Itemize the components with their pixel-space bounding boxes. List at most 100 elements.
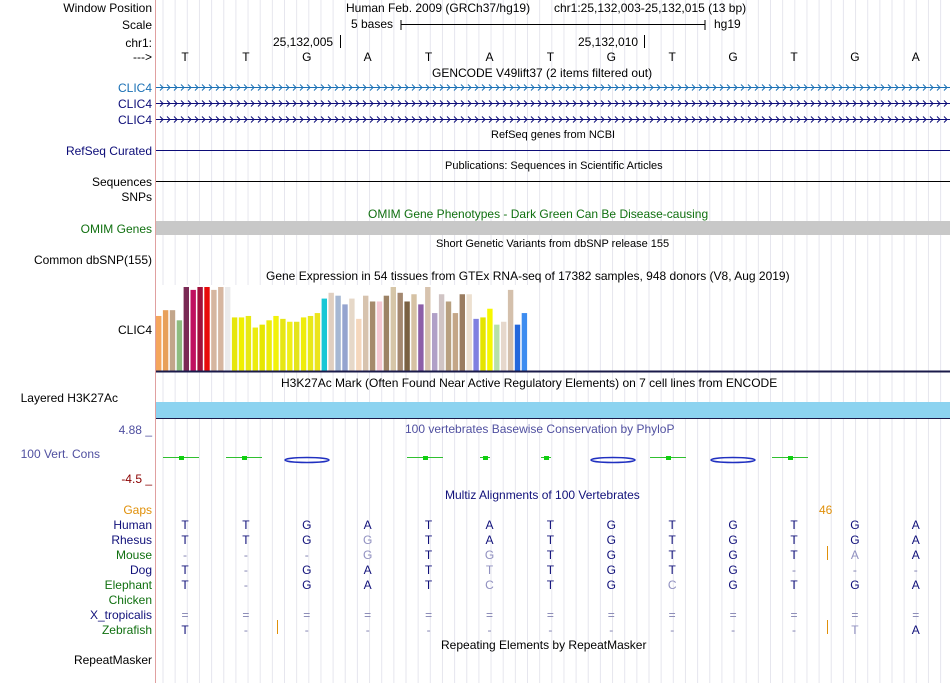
phylop-label[interactable]: 100 Vert. Cons xyxy=(20,447,100,461)
strand-chevron xyxy=(502,116,507,123)
strand-chevron xyxy=(236,116,241,123)
strand-chevron xyxy=(901,116,906,123)
gencode-item-label-2[interactable]: CLIC4 xyxy=(117,97,152,111)
strand-chevron xyxy=(376,100,381,107)
strand-chevron xyxy=(355,100,360,107)
gtex-tissue-bar xyxy=(390,287,396,371)
refseq-track-title[interactable]: RefSeq genes from NCBI xyxy=(491,129,616,141)
dbsnp-track-title[interactable]: Short Genetic Variants from dbSNP releas… xyxy=(436,238,670,250)
alignment-base: - xyxy=(243,623,248,637)
omim-track-title[interactable]: OMIM Gene Phenotypes - Dark Green Can Be… xyxy=(368,207,709,221)
refseq-curated-label[interactable]: RefSeq Curated xyxy=(65,144,152,158)
strand-chevron xyxy=(292,100,297,107)
strand-chevron xyxy=(362,116,367,123)
strand-chevron xyxy=(383,116,388,123)
pubs-sequences-label[interactable]: Sequences xyxy=(91,175,152,189)
gencode-item-label-1[interactable]: CLIC4 xyxy=(117,81,152,95)
strand-chevron xyxy=(187,116,192,123)
strand-chevron xyxy=(880,116,885,123)
gtex-tissue-bar xyxy=(280,318,286,371)
strand-chevron xyxy=(558,116,563,123)
dbsnp-label[interactable]: Common dbSNP(155) xyxy=(33,253,152,267)
strand-chevron xyxy=(537,100,542,107)
reference-base: T xyxy=(424,50,433,64)
strand-chevron xyxy=(299,84,304,91)
strand-chevron xyxy=(362,84,367,91)
strand-chevron xyxy=(649,84,654,91)
gaps-label: Gaps xyxy=(123,503,152,517)
strand-chevron xyxy=(572,84,577,91)
multiz-track-title[interactable]: Multiz Alignments of 100 Vertebrates xyxy=(445,488,640,502)
gtex-tissue-bar xyxy=(273,315,279,371)
alignment-base: A xyxy=(911,518,920,532)
strand-chevron xyxy=(817,84,822,91)
pubs-track-title[interactable]: Publications: Sequences in Scientific Ar… xyxy=(445,160,663,172)
gtex-tissue-bar xyxy=(383,295,390,371)
strand-chevron xyxy=(894,116,899,123)
strand-chevron xyxy=(264,116,269,123)
gtex-tissue-bar xyxy=(363,295,369,371)
repeatmasker-track-title[interactable]: Repeating Elements by RepeatMasker xyxy=(441,638,647,652)
h3k27ac-track-title[interactable]: H3K27Ac Mark (Often Found Near Active Re… xyxy=(281,376,778,390)
strand-chevron xyxy=(271,100,276,107)
alignment-base: A xyxy=(850,548,859,562)
strand-chevron xyxy=(775,100,780,107)
reference-base: G xyxy=(850,50,860,64)
strand-chevron xyxy=(908,100,913,107)
strand-chevron xyxy=(327,100,332,107)
strand-chevron xyxy=(285,100,290,107)
phylop-track-title[interactable]: 100 vertebrates Basewise Conservation by… xyxy=(405,422,675,436)
strand-chevron xyxy=(474,84,479,91)
gtex-tissue-bar xyxy=(404,301,410,371)
gtex-tissue-bar xyxy=(494,324,500,371)
strand-chevron xyxy=(698,100,703,107)
strand-chevron xyxy=(180,116,185,123)
strand-chevron xyxy=(663,116,668,123)
strand-chevron xyxy=(684,116,689,123)
strand-chevron xyxy=(642,100,647,107)
species-label-human: Human xyxy=(113,518,152,532)
strand-chevron xyxy=(278,100,283,107)
strand-chevron xyxy=(264,100,269,107)
strand-chevron xyxy=(292,84,297,91)
pubs-snps-label[interactable]: SNPs xyxy=(121,190,152,204)
strand-chevron xyxy=(488,84,493,91)
gtex-track-title[interactable]: Gene Expression in 54 tissues from GTEx … xyxy=(266,269,790,283)
omim-genes-label[interactable]: OMIM Genes xyxy=(80,222,152,236)
strand-chevron xyxy=(306,100,311,107)
alignment-base: - xyxy=(183,548,187,562)
alignment-base: - xyxy=(243,548,248,562)
strand-chevron xyxy=(670,84,675,91)
strand-chevron xyxy=(187,100,192,107)
phylop-max-label: 4.88 _ xyxy=(118,423,152,437)
strand-chevron xyxy=(222,116,227,123)
strand-chevron xyxy=(404,100,409,107)
strand-chevron xyxy=(768,84,773,91)
strand-chevron xyxy=(215,84,220,91)
strand-chevron xyxy=(544,116,549,123)
gtex-tissue-bar xyxy=(321,298,327,371)
strand-chevron xyxy=(845,100,850,107)
strand-chevron xyxy=(509,100,514,107)
strand-chevron xyxy=(306,116,311,123)
gtex-tissue-bar xyxy=(176,320,183,371)
alignment-base: - xyxy=(487,623,492,637)
h3k27ac-label[interactable]: Layered H3K27Ac xyxy=(20,391,118,405)
species-label-mouse: Mouse xyxy=(115,548,152,562)
gencode-item-label-3[interactable]: CLIC4 xyxy=(117,113,152,127)
gtex-gene-label[interactable]: CLIC4 xyxy=(117,323,152,337)
strand-chevron xyxy=(887,84,892,91)
strand-chevron xyxy=(600,84,605,91)
repeatmasker-label[interactable]: RepeatMasker xyxy=(73,653,152,667)
strand-chevron xyxy=(852,84,857,91)
gencode-track-title[interactable]: GENCODE V49lift37 (2 items filtered out) xyxy=(432,66,653,80)
strand-chevron xyxy=(635,84,640,91)
phylop-peak xyxy=(666,456,671,460)
strand-chevron xyxy=(173,116,178,123)
strand-chevron xyxy=(817,116,822,123)
strand-chevron xyxy=(187,84,192,91)
alignment-base: T xyxy=(242,533,250,547)
strand-chevron xyxy=(341,116,346,123)
strand-chevron xyxy=(586,84,591,91)
